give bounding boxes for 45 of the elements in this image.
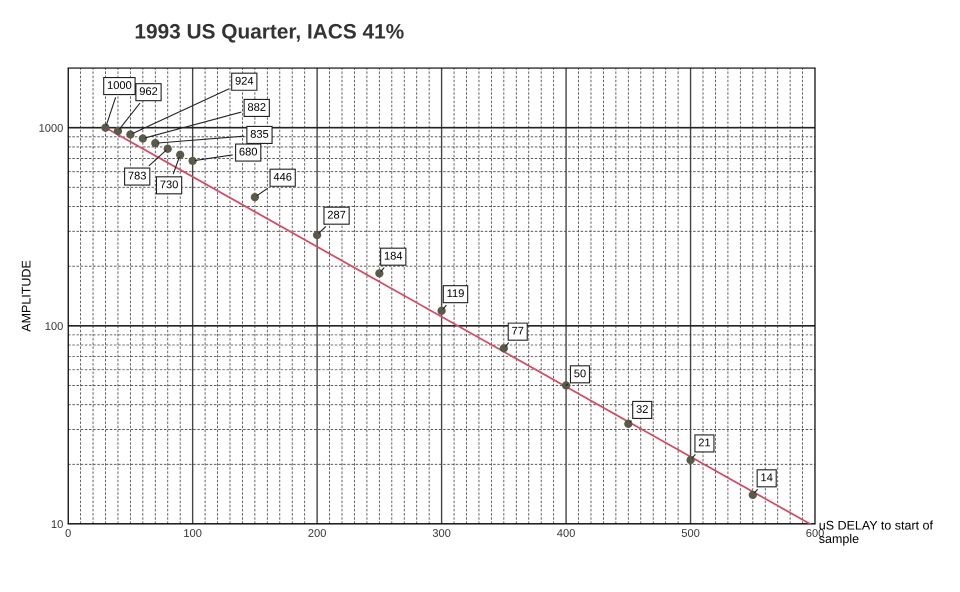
data-label: 730 — [160, 180, 178, 188]
x-tick-label: 0 — [66, 529, 71, 537]
data-label: 50 — [574, 369, 586, 378]
y-axis-title: AMPLITUDE — [22, 260, 31, 332]
data-label: 835 — [250, 130, 268, 138]
data-label: 119 — [447, 289, 464, 298]
data-label: 21 — [698, 438, 710, 446]
point — [138, 134, 148, 143]
point — [748, 490, 757, 500]
y-tick-label: 1000 — [39, 124, 63, 132]
point — [375, 269, 384, 278]
point — [562, 381, 570, 390]
data-label: 446 — [274, 172, 292, 181]
x-tick-label: 100 — [184, 529, 202, 537]
chart-title: 1993 US Quarter, IACS 41% — [136, 24, 404, 43]
point — [250, 193, 260, 202]
point — [686, 456, 695, 464]
point — [176, 150, 184, 159]
point — [437, 306, 446, 316]
point — [188, 156, 197, 166]
x-tick-label: 200 — [308, 529, 326, 537]
data-label: 924 — [236, 76, 254, 85]
data-label: 680 — [239, 148, 258, 156]
data-label: 962 — [140, 87, 158, 96]
data-label: 77 — [512, 326, 524, 335]
point — [164, 144, 172, 153]
x-tick-label: 400 — [557, 529, 575, 537]
point — [101, 124, 110, 132]
point — [126, 130, 135, 139]
data-label: 32 — [636, 405, 648, 413]
point — [312, 230, 322, 240]
x-tick-label: 500 — [682, 529, 700, 537]
y-tick-label: 100 — [46, 322, 63, 330]
data-label: 783 — [128, 172, 146, 180]
point — [624, 420, 632, 428]
point — [114, 126, 122, 136]
y-tick-label: 10 — [52, 520, 63, 528]
data-label: 882 — [248, 103, 266, 111]
data-label: 14 — [761, 474, 773, 482]
point — [500, 344, 508, 352]
point — [151, 139, 160, 148]
data-label: 287 — [328, 210, 346, 219]
x-tick-label: 300 — [432, 529, 450, 537]
data-label: 184 — [384, 252, 402, 260]
data-label: 1000 — [108, 81, 132, 90]
